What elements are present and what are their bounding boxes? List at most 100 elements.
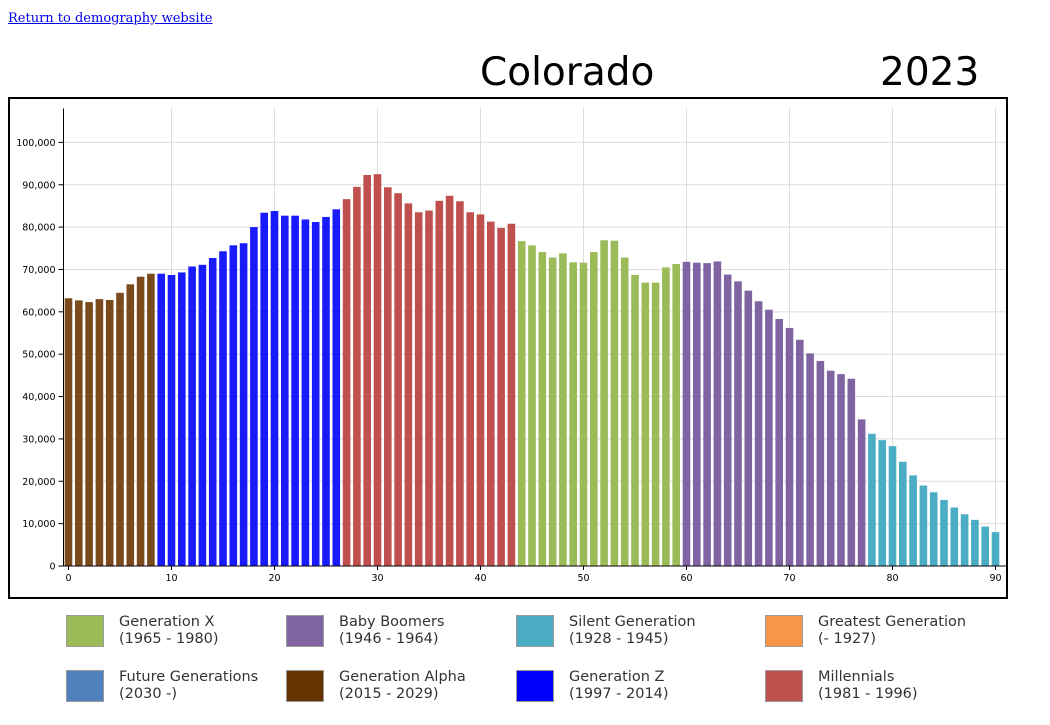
y-tick-label: 40,000: [22, 392, 55, 403]
legend-swatch: [765, 615, 803, 647]
chart-frame: [8, 97, 1008, 599]
bar-age-9: [157, 273, 165, 566]
bar-age-60: [682, 261, 691, 566]
bar-age-87: [960, 514, 969, 566]
bar-age-64: [723, 274, 732, 566]
legend-item: Generation Z (1997 - 2014): [516, 669, 756, 710]
bar-age-54: [620, 257, 629, 566]
bar-age-2: [85, 302, 93, 566]
bar-age-5: [116, 292, 124, 566]
legend-name: Generation X: [119, 614, 215, 630]
bar-age-27: [342, 199, 351, 566]
bar-age-47: [548, 257, 557, 566]
bar-age-77: [857, 419, 866, 566]
legend-name: Baby Boomers: [339, 614, 445, 630]
bar-age-35: [425, 210, 433, 566]
bar-age-86: [950, 507, 959, 566]
bar-age-40: [476, 214, 485, 566]
bar-age-17: [239, 243, 248, 567]
bar-age-65: [734, 281, 742, 566]
axes: 0 10,000 20,000 30,000 40,000 50,000 60,000 70,…: [16, 108, 1006, 584]
bar-age-3: [95, 299, 104, 566]
x-tick-label: 20: [268, 573, 280, 584]
bar-age-39: [466, 212, 474, 566]
bar-age-33: [404, 203, 413, 566]
bar-age-78: [868, 433, 876, 566]
bar-age-50: [579, 262, 588, 566]
x-tick-label: 50: [577, 573, 589, 584]
y-tick-label: 0: [49, 562, 55, 573]
bar-age-72: [806, 353, 814, 566]
bar-age-58: [662, 267, 670, 566]
bar-age-43: [507, 223, 516, 566]
x-tick-label: 0: [65, 573, 71, 584]
legend-item: Future Generations (2030 -): [66, 669, 306, 710]
bar-age-81: [899, 461, 907, 566]
bar-age-52: [600, 240, 608, 567]
legend-item: Baby Boomers (1946 - 1964): [286, 614, 526, 655]
y-tick-label: 30,000: [22, 434, 55, 445]
legend-swatch: [286, 670, 324, 702]
legend-years: (- 1927): [818, 631, 877, 647]
bar-age-44: [517, 241, 526, 566]
return-to-demography-link[interactable]: Return to demography website: [8, 11, 213, 26]
bar-age-53: [610, 240, 619, 566]
bar-age-20: [270, 211, 279, 566]
legend-item: Silent Generation (1928 - 1945): [516, 614, 756, 655]
bar-age-36: [435, 200, 444, 566]
bar-age-31: [384, 187, 392, 566]
legend-years: (1997 - 2014): [569, 686, 669, 702]
age-distribution-chart: 0 10,000 20,000 30,000 40,000 50,000 60,000 70,…: [16, 108, 1006, 584]
bar-age-6: [126, 284, 135, 566]
legend-name: Greatest Generation: [818, 614, 967, 630]
bar-age-7: [136, 276, 145, 566]
bar-age-42: [497, 227, 505, 567]
bar-age-56: [641, 282, 650, 566]
bar-age-25: [322, 216, 330, 566]
bar-age-24: [311, 222, 320, 566]
bar-age-57: [651, 282, 660, 566]
legend-swatch: [286, 615, 324, 647]
bar-age-23: [301, 219, 310, 566]
bar-age-59: [672, 263, 680, 566]
bar-age-73: [816, 360, 825, 566]
bar-age-76: [847, 378, 856, 566]
legend-years: (2015 - 2029): [339, 686, 439, 702]
bar-age-49: [569, 262, 577, 566]
bar-age-4: [105, 299, 114, 566]
x-tick-label: 70: [783, 573, 795, 584]
x-tick-label: 60: [680, 573, 692, 584]
legend-name: Generation Z: [569, 669, 665, 685]
legend-name: Generation Alpha: [339, 669, 466, 685]
bar-age-79: [878, 440, 886, 566]
bar-age-12: [188, 266, 196, 566]
state-title: Colorado: [480, 50, 655, 95]
legend-item: Greatest Generation (- 1927): [765, 614, 1005, 655]
bar-age-71: [796, 339, 804, 566]
bar-age-1: [75, 300, 83, 566]
bar-age-69: [775, 319, 783, 566]
legend-name: Silent Generation: [569, 614, 696, 630]
bar-age-85: [940, 499, 948, 566]
bar-age-84: [929, 492, 938, 566]
legend-name: Millennials: [818, 669, 895, 685]
legend-years: (1981 - 1996): [818, 686, 918, 702]
bar-age-83: [919, 485, 928, 566]
legend-swatch: [66, 670, 104, 702]
bar-age-41: [487, 221, 495, 566]
legend-item: Generation Alpha (2015 - 2029): [286, 669, 526, 710]
bar-age-45: [528, 245, 536, 566]
bar-age-89: [981, 526, 989, 566]
bar-age-67: [754, 301, 763, 566]
bar-age-21: [281, 215, 289, 566]
legend-swatch: [765, 670, 803, 702]
bar-age-19: [260, 212, 268, 566]
legend-item: Generation X (1965 - 1980): [66, 614, 306, 655]
bar-age-0: [64, 298, 73, 566]
bar-age-66: [744, 290, 753, 566]
legend-swatch: [66, 615, 104, 647]
bar-age-63: [713, 261, 722, 566]
bar-age-10: [167, 274, 176, 566]
legend-item: Millennials (1981 - 1996): [765, 669, 1005, 710]
y-tick-label: 70,000: [22, 265, 55, 276]
